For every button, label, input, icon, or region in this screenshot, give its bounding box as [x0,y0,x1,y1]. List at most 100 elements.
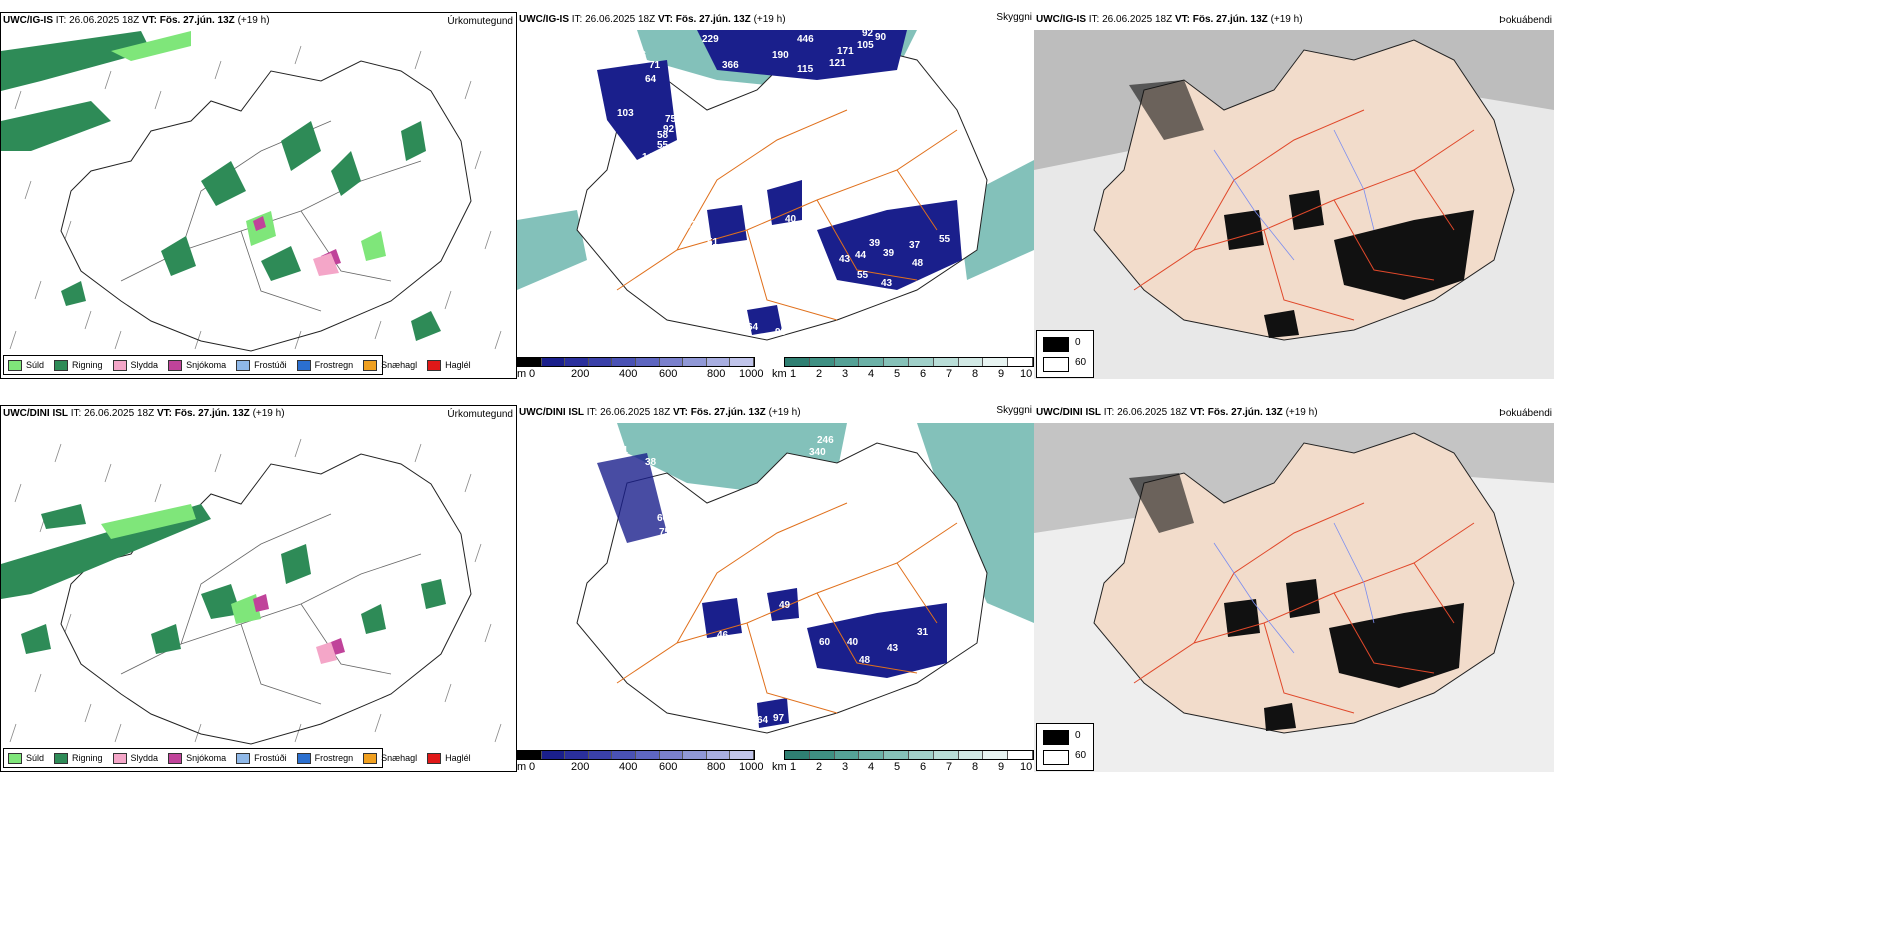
cloud-base-label: 115 [797,64,814,75]
legend-item: Haglél [427,752,471,764]
cloud-base-label: 27 [875,292,887,303]
panel-title: Skyggni [996,405,1032,416]
cloud-base-label: 10 [969,192,981,203]
cloud-base-label: 103 [617,108,634,119]
precip-map [1,438,502,745]
vis-tick: 3 [842,368,849,379]
cloud-base-label: 34 [967,202,979,213]
vis-tick: 7 [946,368,953,379]
cloud-base-label: 82 [685,535,697,546]
roads [616,502,958,714]
cloud-base-label: 30 [695,148,707,159]
fog-panel-bottom: UWC/DINI ISL IT: 26.06.2025 18Z VT: Fös.… [1034,405,1554,772]
vis-tick: 3 [842,761,849,772]
visibility-colorbar: km 1 2 3 4 5 6 7 8 9 10 [772,357,1034,379]
panel-header: UWC/DINI ISL IT: 26.06.2025 18Z VT: Fös.… [519,407,801,418]
vis-tick: 9 [998,761,1005,772]
legend-item: Snjókoma [168,752,226,764]
vis-tick: 1 [790,761,797,772]
iceland-outline [60,60,472,352]
cloud-base-label: 366 [722,60,739,71]
height-tick: 200 [571,368,590,379]
legend-swatch [168,359,183,371]
cloud-base-label: 246 [817,435,834,446]
cloud-base-label: 31 [917,627,929,638]
precip-map [1,31,502,352]
vis-tick: 2 [816,761,823,772]
legend-swatch [8,752,22,764]
height-tick: 200 [571,761,590,772]
cloud-base-label: 43 [881,278,893,289]
height-colorbar: m 0 200 400 600 800 1000 [517,357,772,379]
legend-item: Snæhagl [363,752,417,764]
fog-panel-top: UWC/IG-IS IT: 26.06.2025 18Z VT: Fös. 27… [1034,12,1554,379]
cloud-base-label: 43 [887,643,899,654]
cloud-base-label: 171 [837,46,854,57]
height-tick: 0 [529,761,536,772]
precip-legend: Súld Rigning Slydda Snjókoma Frostúði Fr… [3,748,471,768]
legend-swatch [363,752,378,764]
height-colorbar: m 0 200 400 600 800 1000 [517,750,772,772]
vis-tick: 1 [790,368,797,379]
panel-header: UWC/DINI ISL IT: 26.06.2025 18Z VT: Fös.… [1036,407,1318,418]
roads [1133,109,1475,321]
legend-item: Rigning [54,752,103,764]
precip-type-panel-top: UWC/IG-IS IT: 26.06.2025 18Z VT: Fös. 27… [0,12,517,379]
cloud-base-label: 38 [645,457,657,468]
cloud-base-label: 98 [775,327,787,338]
vis-tick: 2 [816,368,823,379]
cloud-base-label: 44 [855,250,867,261]
height-tick: 400 [619,761,638,772]
legend-item: Slydda [112,752,158,764]
legend-swatch [363,359,378,371]
fog-legend-swatch [1043,357,1069,372]
vis-tick: 5 [894,368,901,379]
legend-item: Frostúði [236,752,287,764]
legend-swatch [296,359,311,371]
panel-header: UWC/IG-IS IT: 26.06.2025 18Z VT: Fös. 27… [1036,14,1303,25]
fog-legend: 0 60 [1036,330,1094,378]
cloud-base-label: 48 [859,655,871,666]
fog-areas [1129,473,1464,731]
legend-swatch [54,359,69,371]
legend-swatch [168,752,183,764]
fog-map [1034,30,1554,379]
legend-swatch [112,752,127,764]
cloud-base-label: 40 [785,214,797,225]
cloud-base-label: 80 [677,493,689,504]
drizzle-areas [111,31,386,261]
panel-title: Úrkomutegund [447,409,513,420]
legend-swatch [236,359,251,371]
cloud-base-label: 190 [772,50,789,61]
cloud-base-label: 97 [773,713,785,724]
vis-tick: 8 [972,368,979,379]
vis-tick: 6 [920,368,927,379]
cloud-base-label: 40 [847,637,859,648]
vis-tick: 6 [920,761,927,772]
cloud-base-label: 49 [779,600,791,611]
legend-swatch [427,359,442,371]
cloud-base-label: 58 [657,130,669,141]
height-colorbar-bar [517,750,755,760]
cloud-base-label: 55 [857,270,869,281]
legend-item: Snæhagl [363,359,417,371]
cloud-base-label: 43 [839,254,851,265]
vis-colorbar-bar [784,357,1034,367]
height-unit: m [517,761,527,772]
legend-item: Frostregn [296,359,353,371]
legend-item: Snjókoma [168,359,226,371]
panel-title: Skyggni [996,12,1032,23]
roads [1133,502,1475,714]
panel-title: Þokuábendi [1499,408,1552,419]
fog-areas [1129,80,1474,338]
sleet-areas [313,253,339,276]
cloud-base-label: 39 [883,248,895,259]
legend-item: Haglél [427,359,471,371]
vis-tick: 4 [868,368,875,379]
cloud-base-label: 51 [707,237,719,248]
cloud-base-label: 55 [657,140,669,151]
vis-colorbar-bar [784,750,1034,760]
legend-swatch [8,359,22,371]
legend-swatch [236,752,251,764]
cloud-base-label: 55 [939,234,951,245]
